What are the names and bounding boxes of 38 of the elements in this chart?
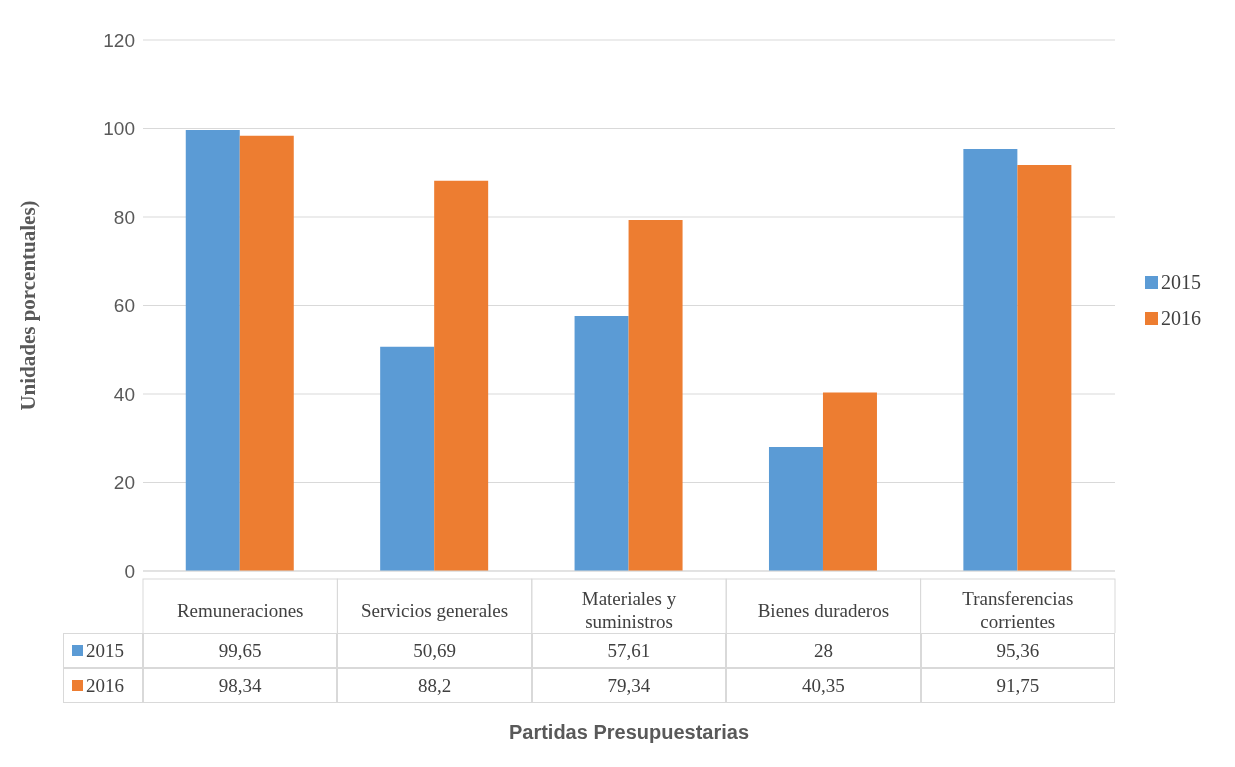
- data-label: 98,34: [218, 674, 262, 697]
- bar: [768, 447, 823, 571]
- x-axis-title: Partidas Presupuestarias: [508, 721, 750, 743]
- y-tick-label: 60: [113, 295, 135, 317]
- legend-label: 2016: [1161, 307, 1201, 330]
- bar: [239, 135, 294, 571]
- bar: [963, 149, 1018, 571]
- bar: [1017, 165, 1072, 571]
- data-label: 57,61: [607, 639, 651, 662]
- legend-label: 2015: [86, 639, 124, 662]
- x-tick-label: Materiales y suministros: [580, 587, 678, 633]
- bar: [185, 130, 240, 571]
- x-tick-label: Servicios generales: [360, 598, 509, 622]
- bar: [434, 180, 489, 571]
- data-label: 28: [813, 639, 833, 662]
- y-tick-label: 100: [103, 118, 135, 140]
- y-tick-label: 40: [113, 383, 135, 405]
- data-label: 79,34: [607, 674, 651, 697]
- y-tick-label: 120: [103, 29, 135, 51]
- bar: [380, 346, 435, 571]
- y-axis-title: Unidades porcentuales): [16, 200, 41, 411]
- y-tick-label: 20: [113, 472, 135, 494]
- data-label: 40,35: [802, 674, 845, 697]
- x-tick-label: Transferencias corrientes: [961, 587, 1075, 633]
- bar: [574, 316, 629, 571]
- x-tick-label: Remuneraciones: [176, 598, 304, 622]
- bar: [822, 392, 877, 571]
- text: 2015: [1161, 271, 1201, 293]
- data-label: 50,69: [413, 639, 456, 662]
- data-label: 99,65: [218, 639, 262, 662]
- data-label: 88,2: [417, 674, 452, 697]
- data-label: 91,75: [996, 674, 1040, 697]
- text: 2016: [86, 674, 124, 696]
- data-label: 95,36: [996, 639, 1040, 662]
- y-tick-label: 0: [124, 560, 135, 582]
- bar: [628, 219, 683, 571]
- y-tick-label: 80: [113, 206, 135, 228]
- x-tick-label: Bienes duraderos: [757, 598, 890, 622]
